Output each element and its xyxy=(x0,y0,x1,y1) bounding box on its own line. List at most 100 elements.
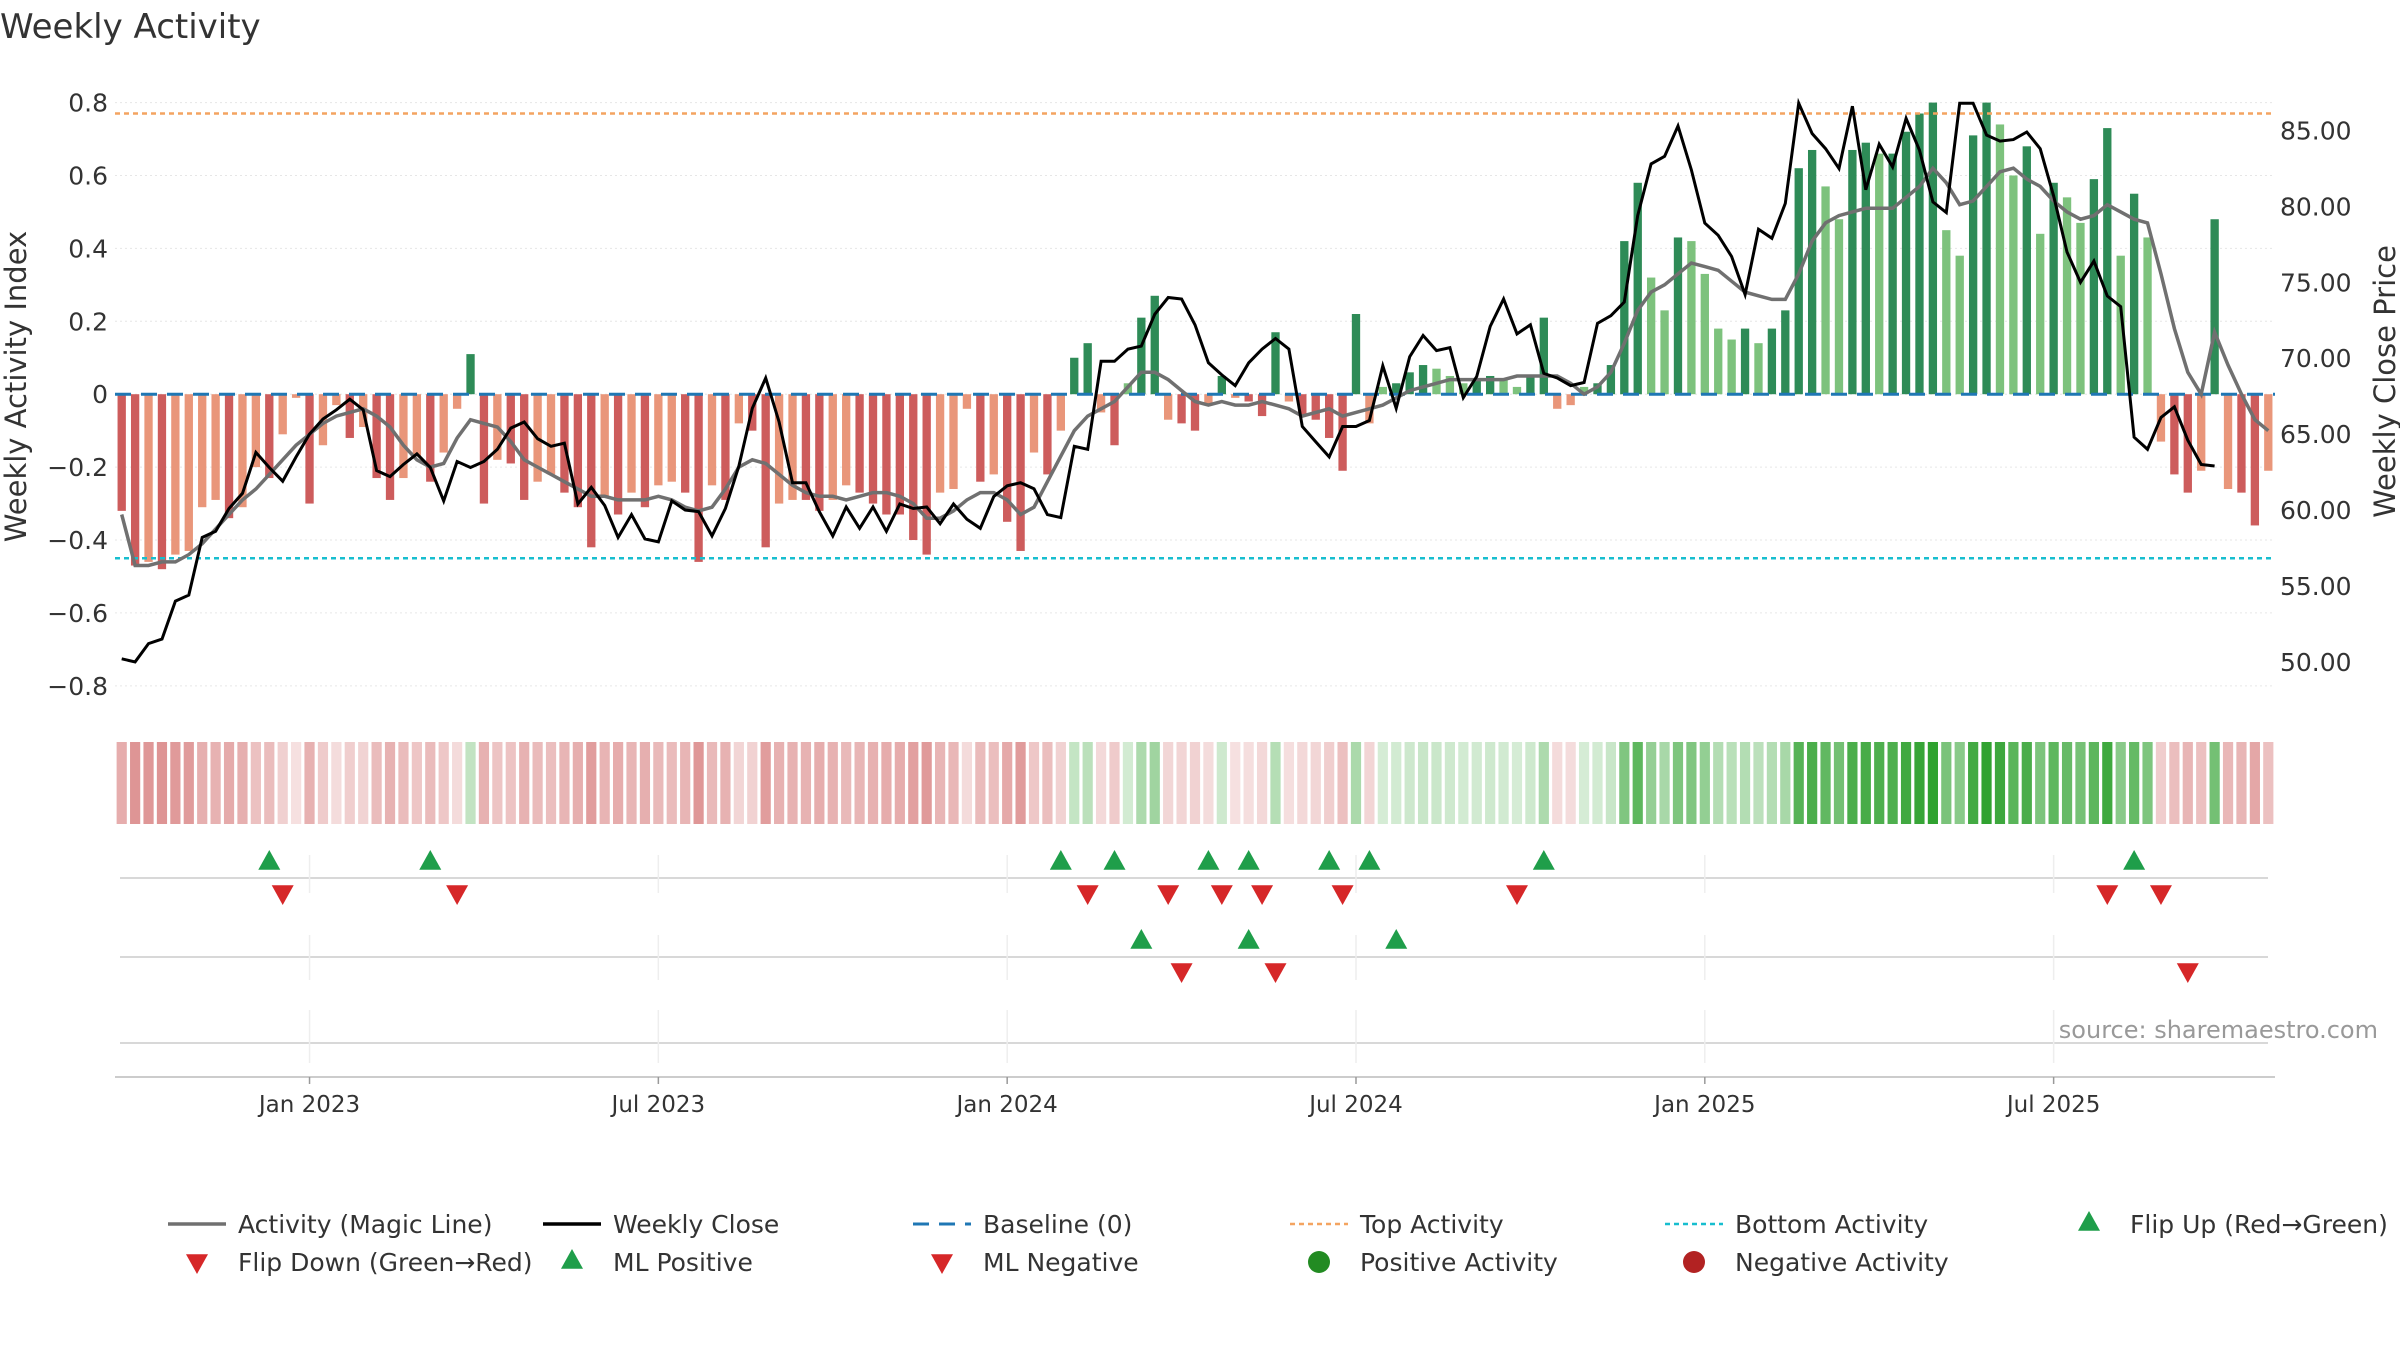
heat-cell xyxy=(1565,742,1576,824)
activity-bar xyxy=(1378,386,1387,395)
heat-cell xyxy=(1511,742,1523,824)
heat-cell xyxy=(478,742,490,824)
activity-bar xyxy=(291,394,301,398)
ml-positive-marker xyxy=(1130,929,1153,949)
x-tick-label: Jul 2023 xyxy=(610,1092,706,1118)
activity-bar xyxy=(1553,394,1562,409)
heat-cell xyxy=(532,742,543,824)
activity-bar xyxy=(1834,219,1844,395)
heat-cell xyxy=(2129,742,2140,824)
y-tick-label: −0.4 xyxy=(47,526,108,555)
activity-bar xyxy=(2022,146,2031,395)
weekly-close-line xyxy=(121,97,2215,664)
flip-up-marker xyxy=(1237,850,1260,870)
activity-bar xyxy=(721,394,730,500)
heat-cell xyxy=(237,742,248,824)
heat-cell xyxy=(1417,742,1429,824)
heat-cell xyxy=(1981,742,1992,824)
activity-bar xyxy=(1177,394,1186,424)
activity-bar xyxy=(479,394,489,504)
heat-cell xyxy=(559,742,570,824)
activity-bar xyxy=(1982,102,1991,395)
heat-cell xyxy=(800,742,812,824)
reference-lines xyxy=(115,112,2275,560)
heat-cell xyxy=(1002,742,1013,824)
heat-cell xyxy=(1941,742,1952,824)
flip-marker-rows xyxy=(120,850,2268,1063)
activity-bar xyxy=(1754,343,1763,395)
activity-bar xyxy=(1351,314,1361,395)
activity-bar xyxy=(1459,383,1468,395)
heat-cell xyxy=(1431,742,1442,824)
heat-cell xyxy=(291,742,302,824)
activity-bar xyxy=(761,394,770,548)
heat-cell xyxy=(2075,742,2086,824)
legend-item: Bottom Activity xyxy=(1665,1210,1928,1239)
activity-bar xyxy=(1861,142,1870,395)
activity-bar xyxy=(1781,310,1790,395)
activity-bar xyxy=(278,394,287,435)
heat-cell xyxy=(1176,742,1187,824)
activity-bar xyxy=(788,394,797,500)
activity-bar xyxy=(1794,168,1803,395)
heat-cell xyxy=(1109,742,1120,824)
heat-cell xyxy=(130,742,141,824)
activity-bar xyxy=(2103,128,2112,395)
activity-bar xyxy=(1566,394,1575,406)
heat-cell xyxy=(2008,742,2019,824)
heat-cell xyxy=(961,742,973,824)
heat-cell xyxy=(639,742,651,824)
activity-bar xyxy=(1110,394,1119,446)
legend-swatch xyxy=(931,1254,953,1274)
heat-cell xyxy=(1887,742,1898,824)
activity-bar xyxy=(1526,375,1535,395)
activity-bar xyxy=(2049,182,2058,395)
y-tick-label: −0.8 xyxy=(47,672,108,701)
y2-tick-label: 70.00 xyxy=(2280,344,2352,373)
activity-bar xyxy=(130,394,140,566)
activity-bar xyxy=(2183,394,2192,493)
legend-item: ML Positive xyxy=(561,1248,753,1277)
legend-item: Positive Activity xyxy=(1308,1248,1558,1277)
legend-swatch xyxy=(1308,1251,1330,1273)
activity-bar xyxy=(332,394,341,406)
x-tick-label: Jan 2025 xyxy=(1652,1092,1755,1118)
flip-up-marker xyxy=(1049,850,1072,870)
activity-bar xyxy=(466,354,475,395)
flip-down-marker xyxy=(2096,885,2119,905)
activity-bar xyxy=(1928,102,1938,395)
heat-cell xyxy=(1471,742,1482,824)
heat-cell xyxy=(1525,742,1536,824)
activity-bar xyxy=(211,394,220,500)
activity-bar xyxy=(962,394,972,409)
activity-bar xyxy=(1405,372,1414,395)
activity-bar xyxy=(2264,394,2273,471)
legend-label: Negative Activity xyxy=(1735,1248,1949,1277)
heat-cell xyxy=(465,742,476,824)
legend-item: Negative Activity xyxy=(1683,1248,1949,1277)
activity-bar xyxy=(439,394,448,453)
legend-item: Top Activity xyxy=(1290,1210,1504,1239)
heat-cell xyxy=(398,742,409,824)
activity-bar xyxy=(1432,368,1441,395)
activity-bar xyxy=(1392,383,1401,395)
activity-bar xyxy=(1137,317,1146,395)
legend-label: Flip Down (Green→Red) xyxy=(238,1248,533,1277)
heat-cell xyxy=(1458,742,1469,824)
activity-bar xyxy=(1714,328,1723,395)
heat-cell xyxy=(1230,742,1241,824)
heat-cell xyxy=(1646,742,1657,824)
activity-bar xyxy=(600,394,609,497)
heat-cell xyxy=(1377,742,1388,824)
heat-cell xyxy=(988,742,999,824)
heat-cell xyxy=(1874,742,1885,824)
activity-bar xyxy=(2170,394,2179,475)
activity-bar xyxy=(1539,317,1548,395)
activity-bar xyxy=(1646,277,1656,395)
heat-cell xyxy=(304,742,315,824)
activity-bar xyxy=(1217,375,1226,395)
legend-label: Activity (Magic Line) xyxy=(238,1210,492,1239)
heat-cell xyxy=(1860,742,1871,824)
activity-bar xyxy=(667,394,676,482)
